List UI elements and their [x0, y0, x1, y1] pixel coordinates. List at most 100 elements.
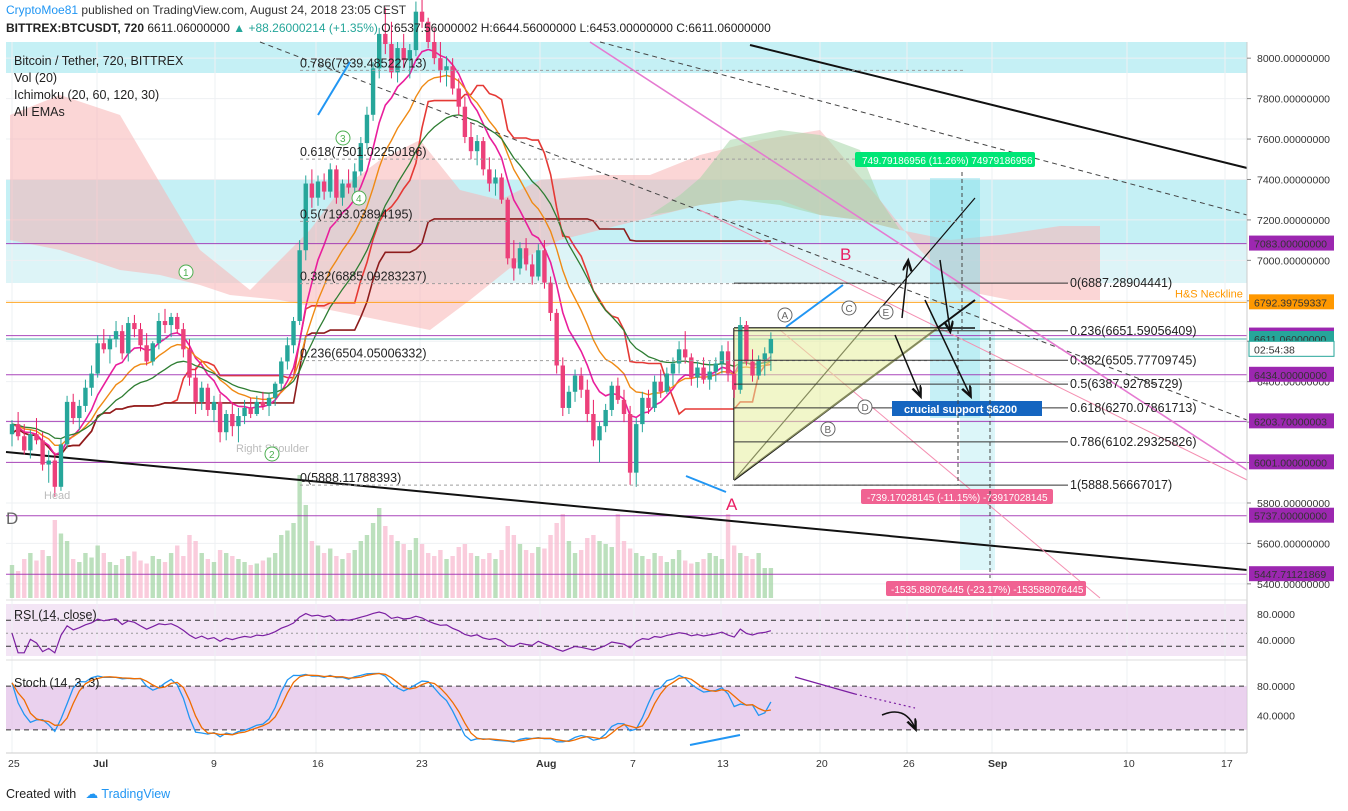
volume-bar: [15, 571, 21, 598]
volume-bar: [444, 559, 449, 598]
author-link[interactable]: CryptoMoe81: [6, 3, 79, 17]
volume-bar: [46, 556, 51, 598]
candle-body: [297, 250, 302, 322]
measure-up-box: [855, 152, 1035, 167]
candle-body: [407, 50, 412, 61]
candle-body: [413, 11, 419, 51]
volume-bar: [236, 559, 241, 598]
candle-body: [107, 339, 113, 350]
tradingview-link[interactable]: TradingView: [101, 787, 171, 801]
volume-bar: [646, 559, 651, 598]
volume-bar: [707, 553, 712, 598]
price-tick-label: 7000.00000000: [1257, 255, 1330, 267]
volume-bar: [487, 553, 492, 598]
trendline-black-long: [5, 451, 1248, 571]
candle-body: [303, 183, 308, 251]
candle-body: [77, 405, 82, 419]
price-tick-label: 7600.00000000: [1257, 134, 1330, 146]
candle-body: [9, 424, 15, 435]
volume-bar: [389, 535, 394, 598]
candle-body: [530, 264, 535, 277]
wave-a-label: A: [726, 495, 738, 514]
wave-circle: [351, 190, 367, 206]
crucial-support-box: [892, 401, 1042, 416]
volume-bar: [113, 565, 119, 598]
volume-bar: [9, 565, 15, 598]
price-tick-label: 5800.00000000: [1257, 498, 1330, 510]
candle-body: [603, 409, 608, 427]
abcde-circle: [841, 300, 857, 316]
candle-body: [113, 331, 119, 340]
wave-number: 2: [269, 450, 275, 461]
trendline-pink-1: [589, 41, 1248, 471]
candle-body: [279, 361, 284, 384]
candle-body: [738, 325, 743, 390]
candle-body: [505, 199, 510, 259]
rsi-title: RSI (14, close): [14, 608, 97, 622]
abcde-letter: E: [883, 308, 890, 319]
candle-body: [487, 169, 492, 184]
stoch-title: Stoch (14, 3, 3): [14, 676, 99, 690]
volume-bar: [517, 544, 523, 598]
volume-bar: [309, 541, 315, 598]
abcde-circle: [857, 399, 873, 415]
candle-body: [756, 359, 761, 376]
volume-bar: [658, 556, 663, 598]
old-fib-label: 0.5(7193.03894195): [300, 207, 413, 221]
volume-bar: [119, 559, 125, 598]
volume-bar: [58, 533, 64, 598]
candle-body: [272, 383, 278, 398]
measure-down1-box: [861, 489, 1053, 504]
abcde-letter: C: [846, 304, 853, 315]
candle-body: [395, 48, 400, 73]
candle-body: [230, 414, 235, 427]
symbol-line: BITTREX:BTCUSDT, 720: [6, 21, 145, 35]
fib-label: 0.382(6505.77709745): [1070, 353, 1197, 367]
volume-bar: [272, 553, 278, 598]
candle-body: [438, 58, 443, 71]
candle-body: [254, 401, 259, 415]
candle-body: [713, 363, 718, 372]
wave-circle: [178, 264, 194, 280]
volume-bar: [383, 526, 388, 598]
volume-bar: [640, 556, 645, 598]
last-price: 6611.06000000: [147, 21, 230, 35]
time-tick-label: 25: [8, 758, 20, 770]
legend-ichimoku: Ichimoku (20, 60, 120, 30): [14, 88, 159, 102]
published-text: published on TradingView.com, August 24,…: [81, 3, 407, 17]
candle-body: [358, 143, 364, 172]
volume-bar: [377, 508, 382, 598]
price-tag-box: [1248, 340, 1335, 357]
candle-body: [554, 312, 559, 366]
volume-bar: [254, 563, 259, 598]
volume-bar: [738, 553, 743, 598]
volume-bar: [725, 514, 731, 598]
candle-body: [676, 349, 682, 364]
candle-body: [64, 401, 70, 445]
price-tag-box: [1249, 413, 1334, 429]
rsi-tick-label: 40.0000: [1257, 635, 1295, 647]
stoch-trend-dotted: [854, 693, 916, 709]
volume-bar: [597, 541, 602, 598]
volume-bar: [572, 553, 578, 598]
candle-body: [193, 377, 198, 402]
price-tag-label: 7083.00000000: [1254, 239, 1327, 251]
volume-bar: [401, 544, 406, 598]
wave-b-label: B: [840, 245, 851, 264]
candle-body: [615, 385, 621, 400]
candle-body: [211, 401, 217, 410]
volume-bar: [481, 559, 486, 598]
candle-body: [646, 397, 651, 408]
old-fib-label: 0.236(6504.05006332): [300, 347, 427, 361]
candle-body: [750, 361, 755, 376]
volume-bar: [670, 559, 676, 598]
candle-body: [768, 339, 774, 354]
candle-body: [352, 171, 357, 188]
candle-body: [481, 141, 486, 170]
candle-body: [744, 325, 749, 362]
d-marker: D: [6, 509, 18, 528]
volume-bar: [432, 556, 437, 598]
price-tag-box: [1249, 294, 1334, 310]
candle-body: [560, 365, 565, 408]
